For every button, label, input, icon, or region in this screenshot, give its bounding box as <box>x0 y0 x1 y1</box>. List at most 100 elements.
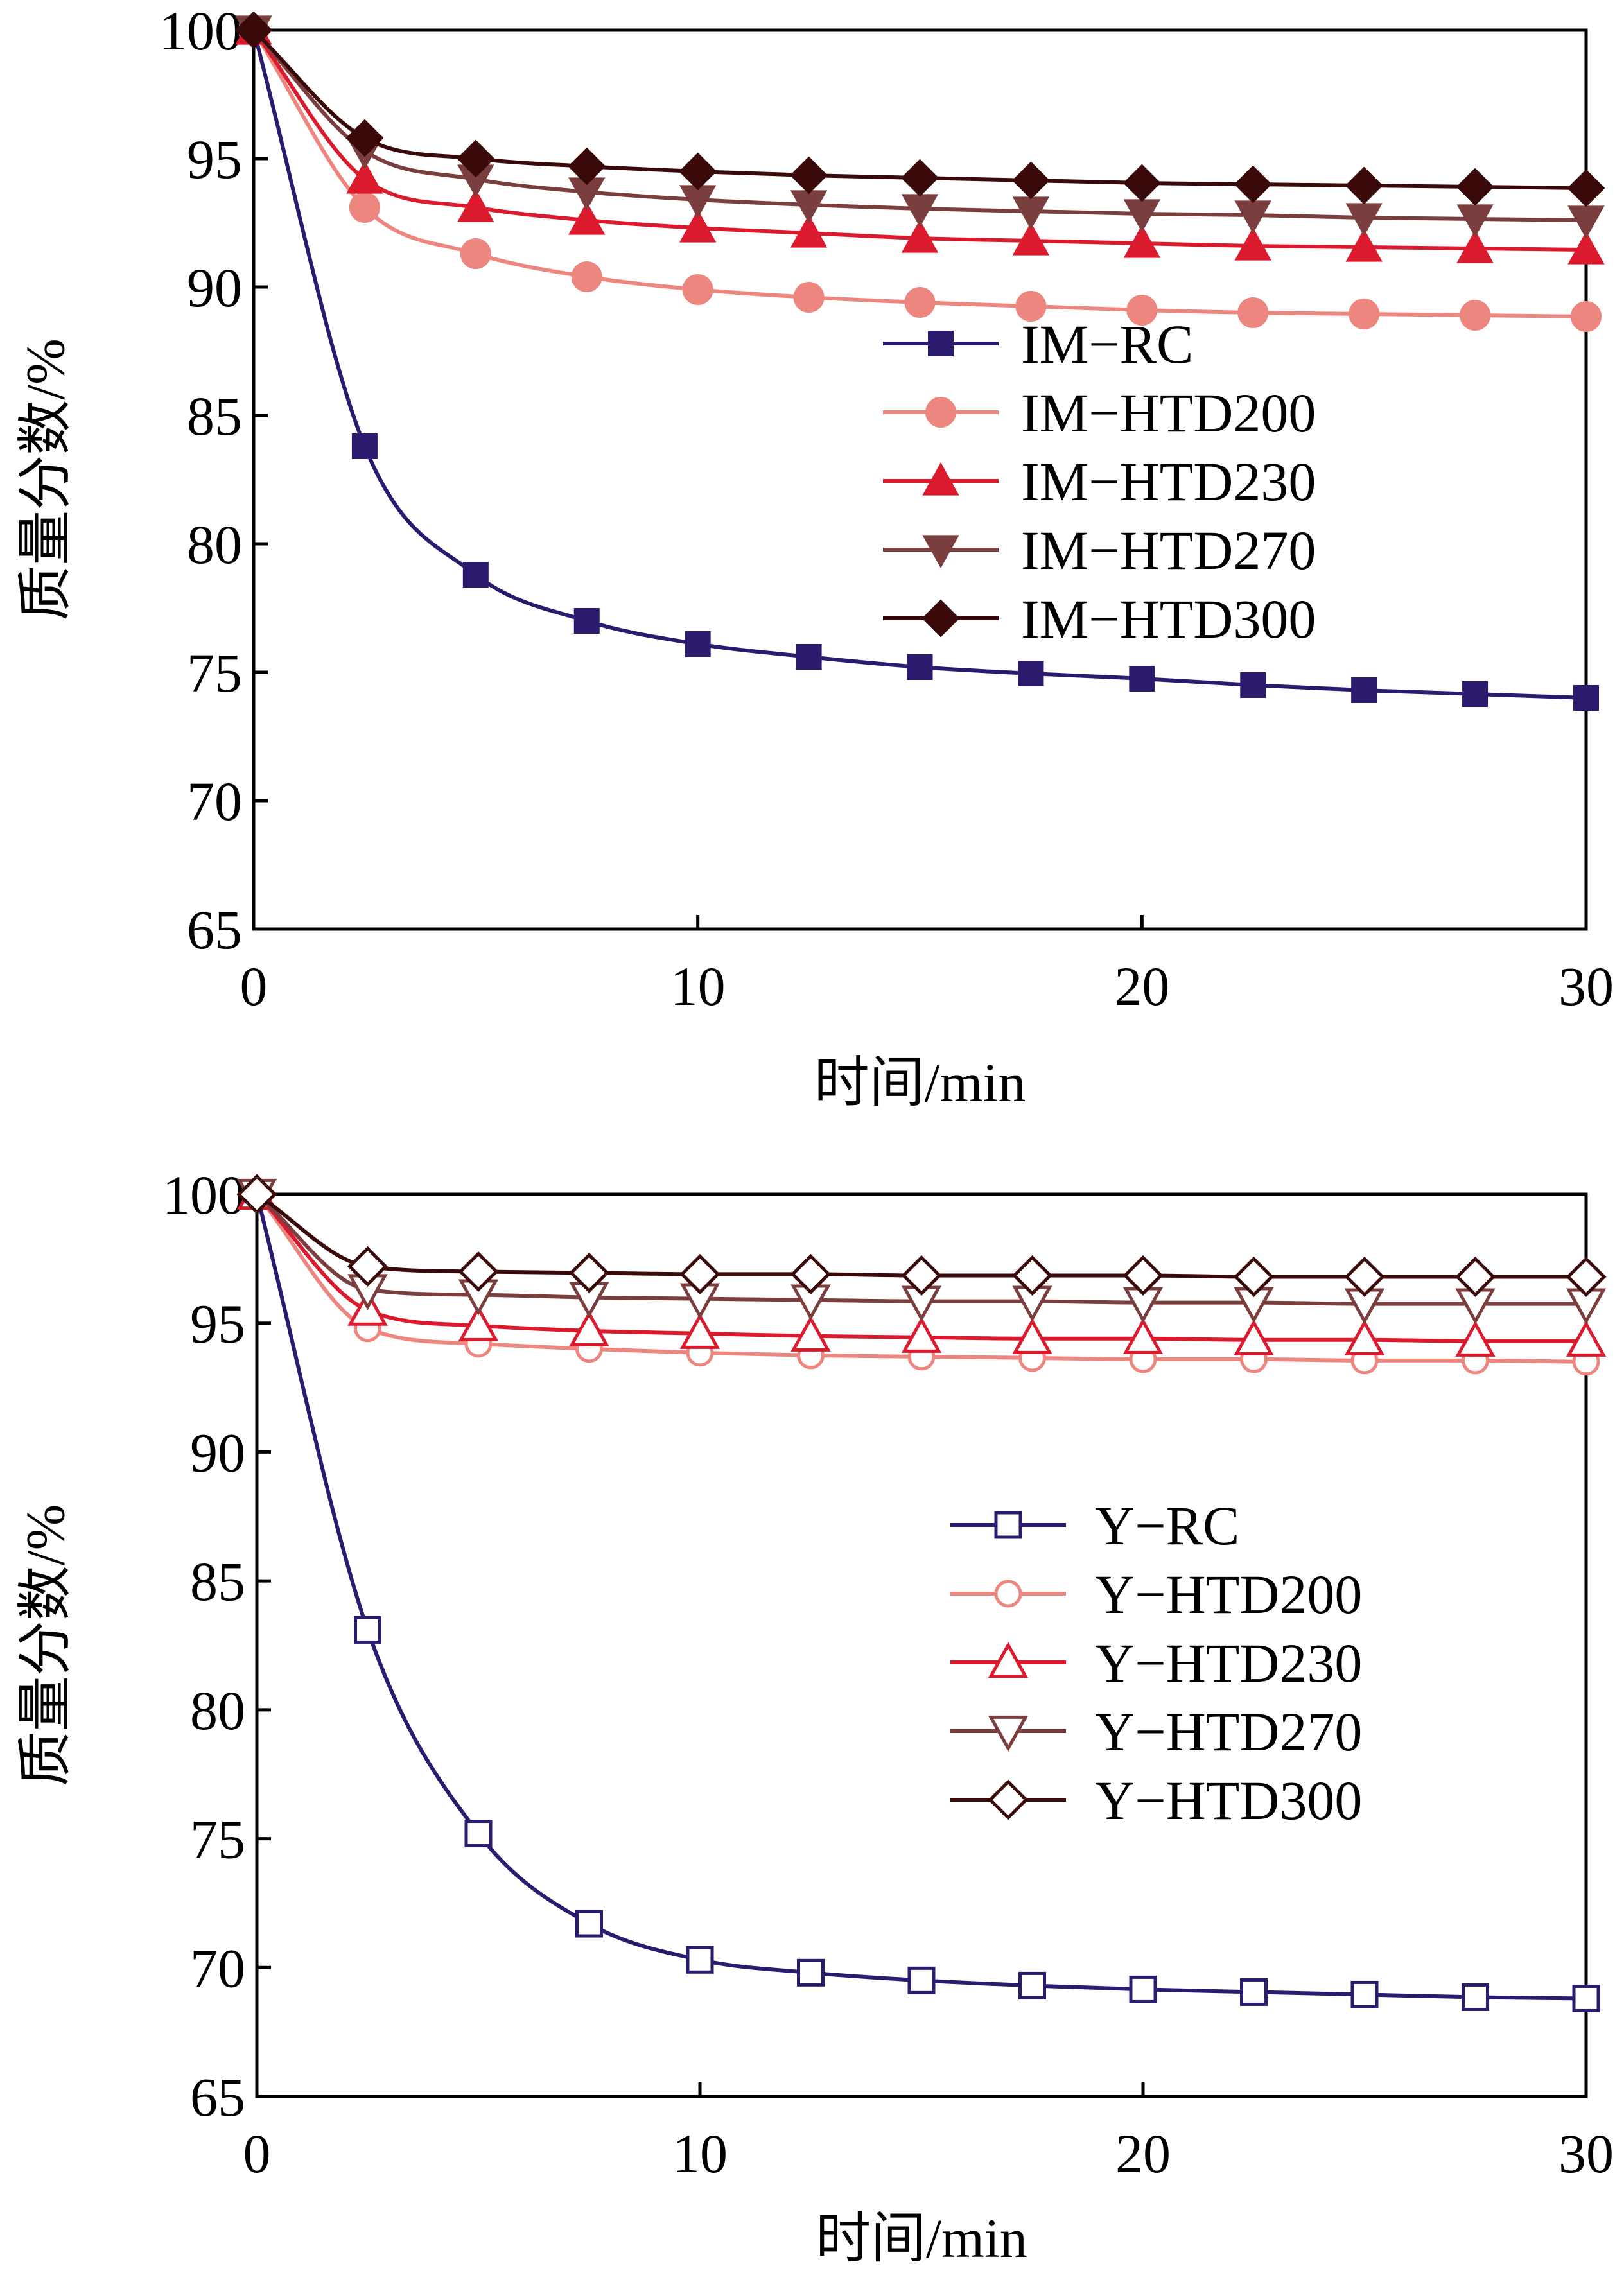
y-axis-title: 质量分数/% <box>15 1504 76 1787</box>
legend-marker <box>988 1715 1029 1752</box>
legend-label: Y−HTD300 <box>1095 1770 1362 1831</box>
legend-marker <box>994 1580 1022 1608</box>
data-point <box>1350 1980 1379 2008</box>
data-point <box>901 1255 942 1296</box>
data-point <box>1572 1984 1600 2012</box>
legend-marker <box>988 1641 1029 1678</box>
data-point <box>1018 1971 1046 1999</box>
data-point <box>1012 222 1050 256</box>
x-tick-label: 20 <box>1114 955 1169 1017</box>
data-point <box>790 1315 831 1352</box>
data-point <box>790 156 828 195</box>
data-point <box>1122 1255 1164 1296</box>
y-tick-label: 80 <box>190 1680 245 1741</box>
data-point <box>568 201 606 235</box>
legend-label: Y−RC <box>1095 1495 1239 1556</box>
legend-label: Y−HTD270 <box>1095 1701 1362 1763</box>
data-point <box>790 214 828 248</box>
y-tick-label: 75 <box>187 642 242 704</box>
data-point <box>685 631 711 657</box>
y-axis-title: 质量分数/% <box>15 338 76 621</box>
data-point <box>1015 291 1047 322</box>
x-tick-label: 10 <box>672 2123 728 2184</box>
y-tick-label: 70 <box>187 771 242 832</box>
data-point <box>354 1616 381 1644</box>
data-point <box>1454 1256 1496 1297</box>
data-point <box>1349 299 1380 329</box>
data-point <box>679 1312 720 1349</box>
series-triangle-down <box>236 1178 1607 1325</box>
data-point <box>1462 681 1489 707</box>
data-point <box>1345 166 1383 205</box>
data-point <box>1573 685 1599 711</box>
x-tick-label: 30 <box>1559 2123 1614 2184</box>
y-tick-label: 85 <box>187 385 242 447</box>
legend-entry: Y−HTD230 <box>950 1632 1362 1694</box>
x-tick-label: 20 <box>1115 2123 1171 2184</box>
legend-entry: Y−HTD300 <box>950 1770 1362 1831</box>
data-point <box>568 1252 610 1293</box>
series-line <box>252 30 1587 700</box>
y-tick-label: 95 <box>190 1293 245 1355</box>
legend-label: IM−HTD200 <box>1021 382 1316 444</box>
data-point <box>1240 672 1266 698</box>
legend-label: Y−HTD200 <box>1095 1563 1362 1625</box>
data-point <box>901 219 939 253</box>
data-point <box>575 1910 603 1938</box>
y-tick-label: 85 <box>190 1551 245 1612</box>
series-diamond <box>236 1174 1607 1297</box>
series-line <box>255 1194 1587 2001</box>
data-point <box>1345 228 1383 262</box>
data-point <box>569 1310 609 1346</box>
data-point <box>573 608 600 634</box>
data-point <box>1456 168 1494 206</box>
plot-frame <box>252 28 1588 931</box>
data-point <box>1566 1320 1607 1357</box>
data-point <box>457 188 494 222</box>
legend-marker <box>921 599 960 638</box>
data-point <box>1129 666 1155 692</box>
data-point <box>686 1946 714 1974</box>
data-point <box>1012 161 1050 200</box>
data-point <box>1233 1256 1275 1297</box>
data-point <box>458 1251 499 1292</box>
data-point <box>1129 1975 1157 2003</box>
y-tick-label: 95 <box>187 128 242 190</box>
legend-entry: Y−HTD200 <box>950 1563 1362 1625</box>
data-point <box>901 1316 942 1353</box>
data-point <box>1567 169 1605 207</box>
legend-marker <box>925 397 956 428</box>
data-point <box>790 1253 832 1294</box>
data-point <box>1456 229 1494 263</box>
data-point <box>1462 1983 1489 2011</box>
data-point <box>1123 224 1161 258</box>
data-point <box>1344 1256 1385 1297</box>
legend-label: IM−HTD270 <box>1021 519 1316 581</box>
y-tick-label: 100 <box>159 0 242 62</box>
legend-entry: IM−HTD200 <box>883 382 1316 444</box>
legend-entry: IM−HTD300 <box>883 588 1316 650</box>
legend-entry: Y−RC <box>950 1495 1239 1556</box>
legend-label: IM−RC <box>1021 313 1193 375</box>
data-point <box>345 119 384 157</box>
data-point <box>1460 300 1491 331</box>
data-point <box>1234 165 1272 204</box>
legend-marker <box>928 331 954 356</box>
data-point <box>1234 1319 1274 1355</box>
data-point <box>1567 231 1605 265</box>
series-triangle-up <box>236 1173 1607 1357</box>
data-point <box>1344 1319 1385 1355</box>
legend-label: IM−HTD300 <box>1021 588 1316 650</box>
data-point <box>907 654 933 680</box>
y-tick-label: 65 <box>187 899 242 961</box>
data-point <box>1012 1318 1052 1354</box>
data-point <box>682 274 713 305</box>
data-point <box>1566 1256 1607 1297</box>
data-point <box>901 159 939 197</box>
x-tick-label: 30 <box>1559 955 1614 1017</box>
series-triangle-up <box>235 11 1605 265</box>
data-point <box>679 209 717 243</box>
data-point <box>1126 295 1158 326</box>
y-tick-label: 75 <box>190 1809 245 1870</box>
data-point <box>457 139 495 178</box>
